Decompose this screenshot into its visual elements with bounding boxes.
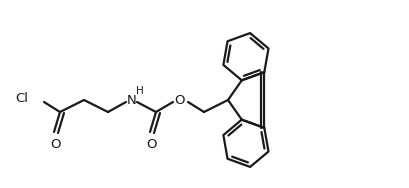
Text: Cl: Cl: [15, 92, 28, 105]
Text: N: N: [127, 93, 137, 106]
Text: H: H: [136, 86, 144, 96]
Text: O: O: [146, 137, 157, 151]
Text: O: O: [174, 93, 185, 106]
Text: O: O: [51, 137, 61, 151]
